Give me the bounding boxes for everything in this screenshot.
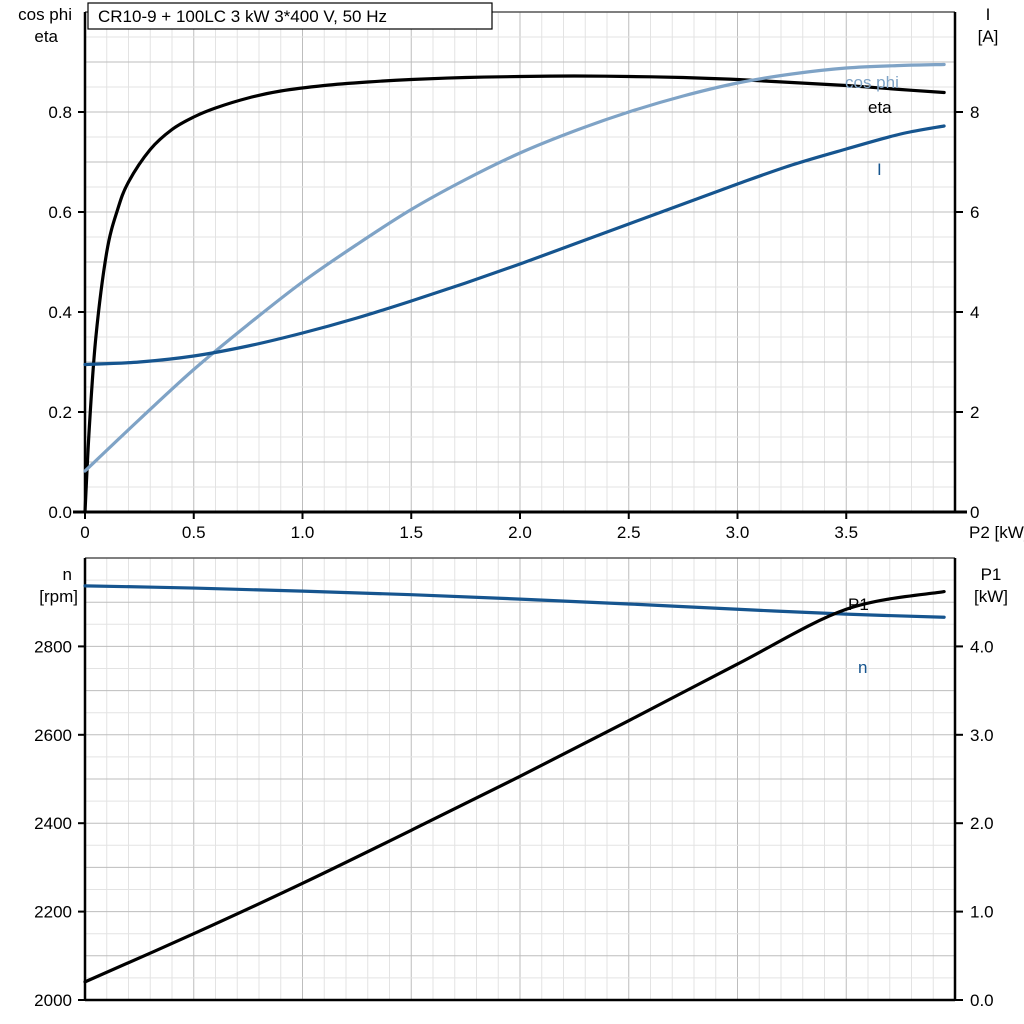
curve-cos_phi (83, 62, 946, 473)
y-tick-label-right-top: 8 (970, 103, 979, 122)
y-tick-label-right-top: 6 (970, 203, 979, 222)
y-tick-label-left-bottom: 2800 (34, 637, 72, 656)
curve-eta (83, 74, 946, 514)
bottom-chart-grid (84, 557, 956, 1001)
y-tick-label-right-bottom: 0.0 (970, 991, 994, 1010)
y-tick-label-left-top: 0.8 (48, 103, 72, 122)
curve-label-P1: P1 (848, 595, 869, 614)
y-tick-label-right-top: 2 (970, 403, 979, 422)
x-tick-label-top-chart: 3.0 (726, 523, 750, 542)
top-chart-grid (84, 11, 956, 513)
x-tick-label-top-chart: 1.0 (291, 523, 315, 542)
left-axis-title-line1: cos phi (18, 5, 72, 24)
x-tick-label-top-chart: 0.5 (182, 523, 206, 542)
curve-label-eta: eta (868, 98, 892, 117)
right-axis-title-line1: I (986, 5, 991, 24)
y-tick-label-left-bottom: 2200 (34, 903, 72, 922)
chart-title: CR10-9 + 100LC 3 kW 3*400 V, 50 Hz (98, 7, 387, 26)
y-tick-label-left-bottom: 2400 (34, 814, 72, 833)
curve-label-n: n (858, 658, 867, 677)
x-tick-label-top-chart: 2.5 (617, 523, 641, 542)
right-axis-title-line2: [A] (978, 27, 999, 46)
y-tick-label-left-bottom: 2000 (34, 991, 72, 1010)
y-tick-label-right-bottom: 2.0 (970, 814, 994, 833)
curve-I (83, 124, 946, 367)
chart-title-box (87, 2, 493, 30)
curve-P1 (83, 589, 946, 984)
bottom-right-axis-title-line1: P1 (981, 565, 1002, 584)
x-tick-label-top-chart: 3.5 (834, 523, 858, 542)
curve-label-cos-phi: cos phi (845, 73, 899, 92)
y-tick-label-left-top: 0.6 (48, 203, 72, 222)
y-tick-label-left-top: 0.4 (48, 303, 72, 322)
x-axis-title: P2 [kW] (969, 523, 1024, 542)
left-axis-title-line2: eta (34, 27, 58, 46)
y-tick-label-left-top: 0.2 (48, 403, 72, 422)
y-tick-label-left-bottom: 2600 (34, 726, 72, 745)
bottom-left-axis-title-line1: n (63, 565, 72, 584)
x-tick-label-top-chart: 2.0 (508, 523, 532, 542)
y-tick-label-right-bottom: 1.0 (970, 903, 994, 922)
bottom-left-axis-title-line2: [rpm] (39, 587, 78, 606)
y-tick-label-right-bottom: 4.0 (970, 637, 994, 656)
curve-label-I: I (877, 160, 882, 179)
bottom-right-axis-title-line2: [kW] (974, 587, 1008, 606)
y-tick-label-left-top: 0.0 (48, 503, 72, 522)
curve-n (83, 584, 946, 619)
y-tick-label-right-top: 0 (970, 503, 979, 522)
y-tick-label-right-top: 4 (970, 303, 979, 322)
y-tick-label-right-bottom: 3.0 (970, 726, 994, 745)
x-tick-label-top-chart: 0 (80, 523, 89, 542)
x-tick-label-top-chart: 1.5 (399, 523, 423, 542)
